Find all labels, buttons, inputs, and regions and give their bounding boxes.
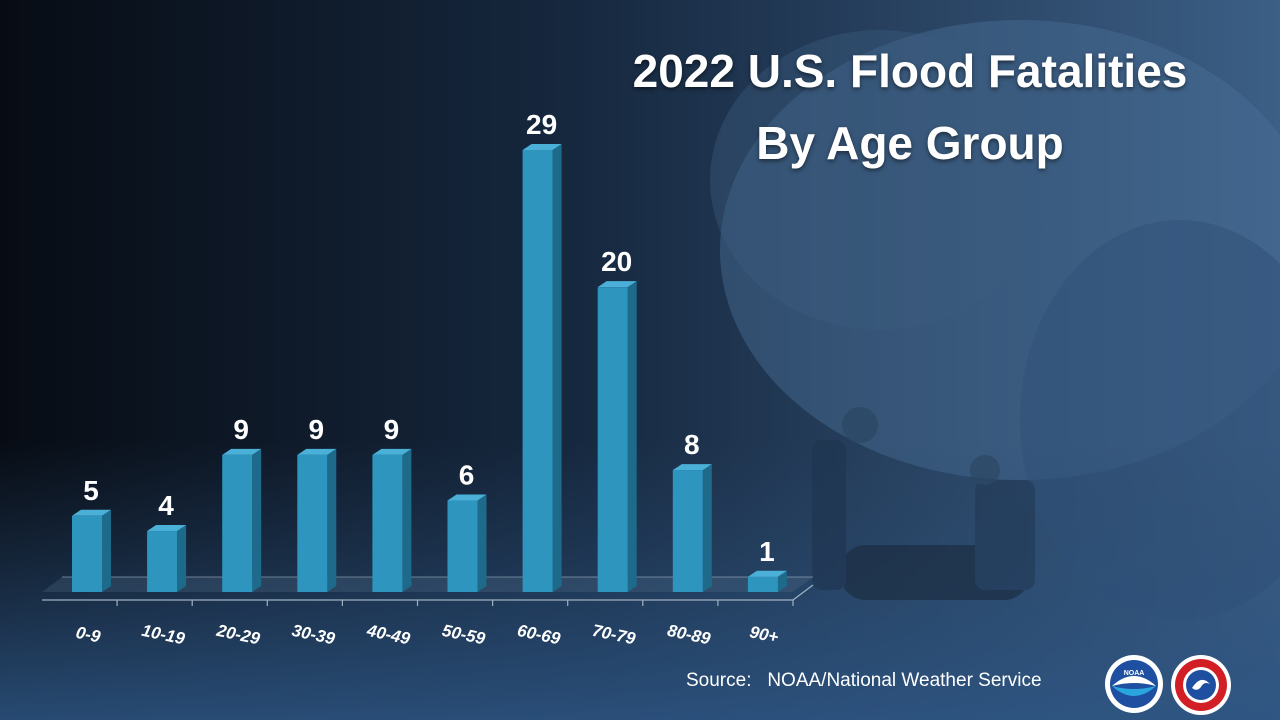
bar-40-49 bbox=[372, 448, 412, 592]
bar-top-face bbox=[72, 509, 111, 516]
category-label-80-89: 80-89 bbox=[666, 621, 713, 649]
chart-title-line2: By Age Group bbox=[756, 117, 1064, 169]
source-credit: Source: NOAA/National Weather Service bbox=[686, 670, 1042, 691]
value-label-90+: 1 bbox=[759, 536, 775, 567]
bar-front-face bbox=[672, 470, 703, 592]
category-label-20-29: 20-29 bbox=[214, 621, 262, 649]
bar-top-face bbox=[447, 494, 487, 501]
bar-top-face bbox=[297, 448, 337, 455]
value-label-10-19: 4 bbox=[158, 490, 174, 521]
category-label-10-19: 10-19 bbox=[140, 621, 187, 649]
category-label-60-69: 60-69 bbox=[516, 621, 563, 649]
rescue-raft-silhouette bbox=[812, 407, 1035, 600]
bar-top-face bbox=[372, 448, 412, 455]
category-label-40-49: 40-49 bbox=[364, 621, 412, 649]
bar-front-face bbox=[522, 150, 553, 592]
category-label-50-59: 50-59 bbox=[440, 621, 487, 649]
bar-side-face bbox=[777, 570, 787, 592]
value-label-80-89: 8 bbox=[684, 429, 700, 460]
noaa-logo-text: NOAA bbox=[1124, 670, 1145, 677]
bar-top-face bbox=[672, 464, 712, 471]
value-label-20-29: 9 bbox=[233, 414, 249, 445]
value-label-50-59: 6 bbox=[459, 460, 475, 491]
bar-side-face bbox=[552, 144, 562, 592]
bar-top-face bbox=[222, 448, 262, 455]
bar-front-face bbox=[72, 515, 102, 592]
bar-top-face bbox=[147, 525, 187, 532]
category-label-70-79: 70-79 bbox=[591, 621, 638, 649]
x-axis-depth-line bbox=[792, 584, 814, 601]
bar-side-face bbox=[477, 494, 487, 592]
bar-90+ bbox=[747, 570, 787, 592]
bar-0-9 bbox=[72, 509, 111, 592]
bar-front-face bbox=[372, 454, 403, 592]
bar-front-face bbox=[447, 500, 478, 592]
bar-side-face bbox=[627, 281, 637, 592]
bar-front-face bbox=[222, 454, 253, 592]
bar-top-face bbox=[747, 570, 787, 577]
bar-front-face bbox=[597, 287, 628, 592]
value-label-40-49: 9 bbox=[384, 414, 400, 445]
bar-80-89 bbox=[672, 464, 712, 592]
bar-side-face bbox=[327, 448, 337, 592]
bar-60-69 bbox=[522, 144, 562, 592]
bar-top-face bbox=[522, 144, 562, 150]
bar-30-39 bbox=[297, 448, 337, 592]
bar-front-face bbox=[297, 454, 328, 592]
value-label-0-9: 5 bbox=[83, 475, 99, 506]
bar-side-face bbox=[252, 448, 262, 592]
bar-20-29 bbox=[222, 448, 262, 592]
noaa-logo: NOAA bbox=[1105, 655, 1163, 713]
bar-70-79 bbox=[597, 281, 637, 592]
bar-side-face bbox=[402, 448, 412, 592]
category-label-30-39: 30-39 bbox=[290, 621, 337, 649]
bar-10-19 bbox=[147, 525, 187, 592]
bar-50-59 bbox=[447, 494, 487, 592]
bar-front-face bbox=[747, 576, 778, 592]
value-label-70-79: 20 bbox=[601, 246, 632, 277]
bar-side-face bbox=[702, 464, 712, 592]
bar-side-face bbox=[102, 509, 111, 592]
value-label-30-39: 9 bbox=[309, 414, 325, 445]
chart-title-line1: 2022 U.S. Flood Fatalities bbox=[632, 45, 1188, 97]
category-label-90+: 90+ bbox=[748, 622, 780, 647]
bar-front-face bbox=[147, 531, 178, 592]
bar-side-face bbox=[177, 525, 187, 592]
nws-logo bbox=[1171, 655, 1231, 715]
bar-top-face bbox=[597, 281, 637, 288]
value-label-60-69: 29 bbox=[526, 109, 557, 140]
category-label-0-9: 0-9 bbox=[74, 623, 103, 647]
